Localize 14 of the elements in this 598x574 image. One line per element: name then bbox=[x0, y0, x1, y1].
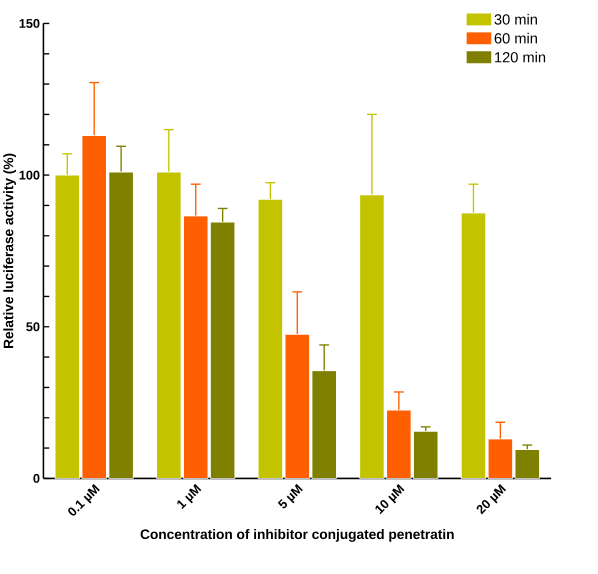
x-tick-label: 10 µM bbox=[375, 484, 404, 514]
y-tick-label: 0 bbox=[33, 474, 40, 483]
x-tick-label: 20 µM bbox=[476, 484, 506, 514]
y-axis-title: Relative luciferase activity (%) bbox=[3, 154, 16, 348]
y-tick-label: 50 bbox=[26, 322, 40, 332]
y-tick-label: 100 bbox=[20, 170, 40, 180]
x-axis-title: Concentration of inhibitor conjugated penetratin bbox=[140, 528, 454, 542]
x-tick-label: 5 µM bbox=[278, 484, 303, 508]
legend-label: 120 min bbox=[495, 52, 546, 62]
x-tick-label: 0.1 µM bbox=[68, 484, 100, 516]
x-tick-label: 1 µM bbox=[177, 484, 202, 509]
y-tick-label: 150 bbox=[20, 18, 40, 28]
legend-label: 30 min bbox=[494, 14, 537, 25]
legend-label: 60 min bbox=[494, 32, 537, 44]
